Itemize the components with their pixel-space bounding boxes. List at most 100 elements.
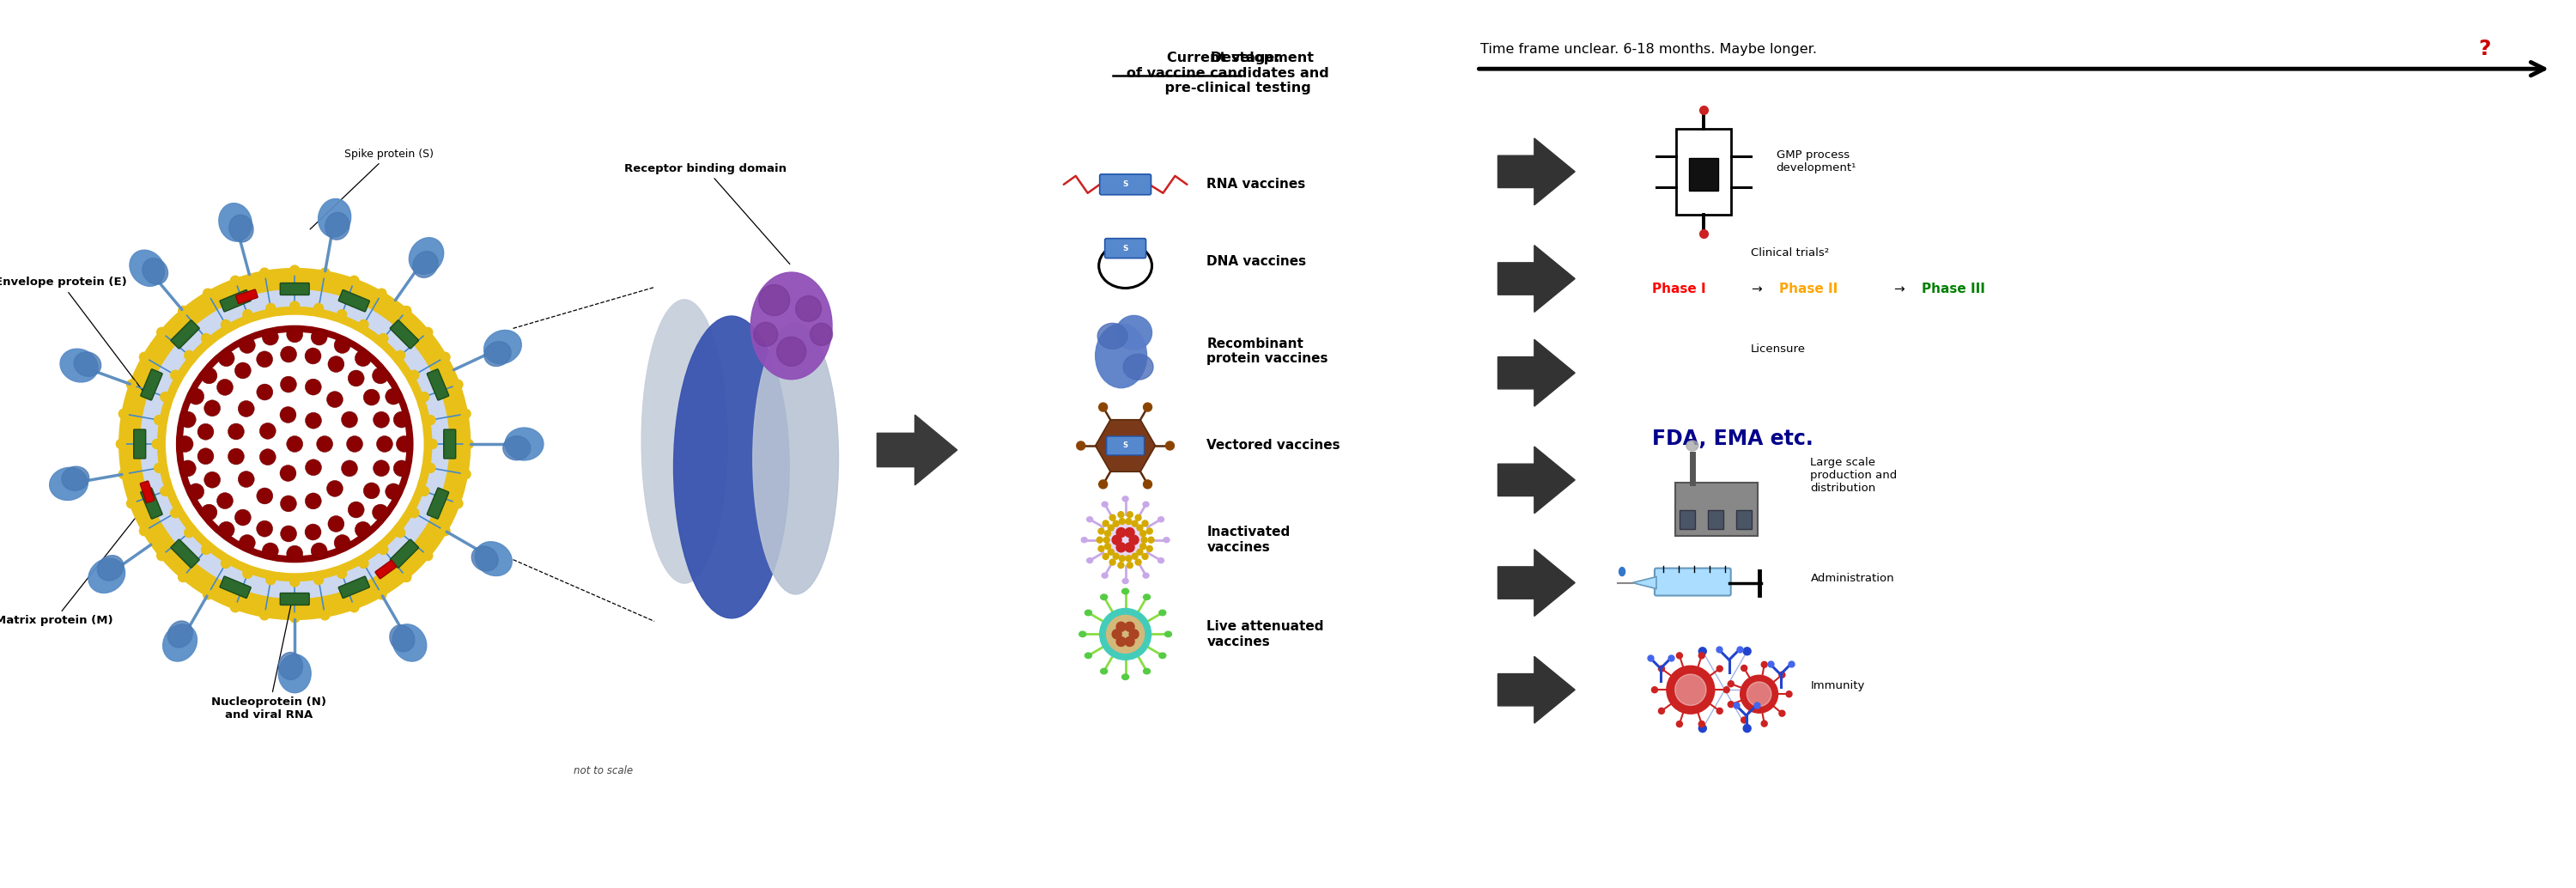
Circle shape (327, 516, 345, 532)
Circle shape (1146, 546, 1151, 551)
Circle shape (1136, 525, 1144, 531)
Circle shape (1126, 637, 1133, 646)
FancyBboxPatch shape (376, 560, 397, 579)
Circle shape (258, 351, 273, 368)
Ellipse shape (142, 258, 167, 284)
Circle shape (1716, 708, 1723, 714)
Text: Live attenuated
vaccines: Live attenuated vaccines (1206, 620, 1324, 648)
Circle shape (1762, 721, 1767, 726)
Circle shape (237, 472, 255, 488)
Circle shape (1110, 515, 1115, 520)
Circle shape (281, 346, 296, 362)
Ellipse shape (319, 199, 350, 237)
Ellipse shape (1159, 653, 1167, 658)
Circle shape (183, 333, 407, 555)
Ellipse shape (1144, 502, 1149, 507)
FancyBboxPatch shape (1680, 510, 1695, 528)
FancyBboxPatch shape (281, 593, 309, 605)
Circle shape (1780, 710, 1785, 717)
Circle shape (1108, 523, 1144, 557)
Ellipse shape (1087, 517, 1092, 522)
Circle shape (291, 301, 299, 311)
Ellipse shape (1084, 610, 1092, 615)
Circle shape (1108, 615, 1144, 653)
Circle shape (1108, 525, 1113, 531)
Circle shape (216, 379, 232, 395)
Circle shape (291, 613, 299, 622)
FancyBboxPatch shape (428, 488, 448, 519)
Circle shape (160, 487, 170, 496)
Circle shape (461, 409, 471, 418)
Ellipse shape (1687, 440, 1698, 451)
Circle shape (304, 524, 322, 540)
FancyArrow shape (876, 415, 958, 485)
FancyBboxPatch shape (170, 321, 198, 349)
Text: Phase I: Phase I (1651, 282, 1705, 296)
FancyBboxPatch shape (1708, 510, 1723, 528)
Circle shape (1741, 675, 1777, 713)
Circle shape (263, 543, 278, 559)
Circle shape (157, 307, 433, 581)
Circle shape (379, 545, 389, 554)
Circle shape (327, 480, 343, 496)
Circle shape (222, 559, 229, 568)
Circle shape (116, 440, 126, 448)
Circle shape (327, 392, 343, 408)
Text: Large scale
production and
distribution: Large scale production and distribution (1811, 457, 1899, 494)
Circle shape (453, 380, 464, 389)
Circle shape (1118, 519, 1126, 525)
Ellipse shape (229, 215, 252, 242)
FancyBboxPatch shape (443, 430, 456, 458)
Circle shape (422, 551, 433, 560)
Circle shape (422, 328, 433, 337)
Circle shape (286, 545, 304, 562)
Circle shape (204, 472, 222, 488)
FancyBboxPatch shape (1100, 174, 1151, 194)
Circle shape (188, 388, 204, 405)
Ellipse shape (75, 352, 100, 377)
FancyBboxPatch shape (337, 289, 368, 312)
FancyArrow shape (1497, 447, 1574, 513)
Circle shape (394, 460, 410, 477)
Circle shape (229, 276, 240, 285)
Text: Receptor binding domain: Receptor binding domain (623, 163, 791, 264)
Ellipse shape (412, 251, 438, 278)
Ellipse shape (641, 299, 726, 583)
Circle shape (1765, 686, 1772, 694)
Ellipse shape (1164, 537, 1170, 543)
Circle shape (286, 436, 304, 452)
Circle shape (1716, 666, 1723, 671)
Circle shape (281, 465, 296, 481)
Text: S: S (1123, 442, 1128, 449)
Ellipse shape (1123, 354, 1154, 380)
Circle shape (237, 400, 255, 416)
Circle shape (374, 412, 389, 428)
FancyBboxPatch shape (139, 481, 155, 503)
Circle shape (397, 351, 404, 360)
Circle shape (1103, 520, 1108, 527)
Ellipse shape (1159, 558, 1164, 563)
FancyBboxPatch shape (428, 369, 448, 400)
Ellipse shape (278, 653, 301, 679)
Text: Vectored vaccines: Vectored vaccines (1206, 440, 1340, 452)
Circle shape (1126, 519, 1131, 525)
Circle shape (348, 436, 363, 452)
Polygon shape (1633, 577, 1656, 589)
Circle shape (314, 575, 325, 584)
FancyArrow shape (1497, 245, 1574, 312)
Circle shape (240, 535, 255, 551)
Circle shape (160, 392, 170, 401)
Circle shape (152, 440, 162, 448)
Circle shape (1108, 549, 1113, 555)
Circle shape (242, 569, 252, 578)
Ellipse shape (1144, 669, 1151, 674)
Text: Spike protein (S): Spike protein (S) (309, 148, 433, 229)
Circle shape (1164, 441, 1175, 450)
Circle shape (304, 493, 322, 509)
Circle shape (335, 337, 350, 353)
Circle shape (258, 384, 273, 400)
Circle shape (185, 351, 193, 360)
Circle shape (263, 329, 278, 345)
FancyBboxPatch shape (237, 289, 258, 304)
FancyBboxPatch shape (1677, 129, 1731, 215)
